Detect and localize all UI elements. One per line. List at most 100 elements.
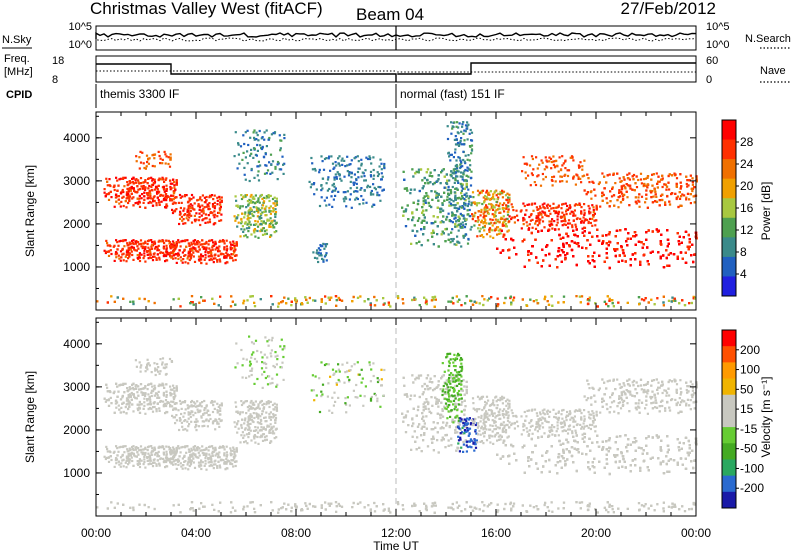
range-cell — [322, 168, 326, 171]
range-cell — [665, 188, 668, 191]
range-cell — [625, 240, 628, 243]
range-cell — [127, 183, 130, 186]
range-cell — [511, 239, 515, 242]
range-cell — [507, 201, 510, 204]
range-cell — [659, 194, 663, 197]
range-cell — [268, 225, 271, 228]
range-cell — [458, 196, 461, 199]
range-cell — [196, 240, 199, 243]
range-cell — [270, 210, 273, 213]
range-cell — [217, 250, 220, 253]
range-cell — [117, 195, 120, 198]
range-cell — [158, 239, 161, 242]
range-cell — [607, 233, 611, 236]
range-cell — [158, 258, 161, 261]
range-cell — [253, 210, 256, 214]
range-cell — [559, 254, 562, 257]
range-cell — [454, 148, 457, 151]
range-cell — [208, 255, 212, 258]
range-cell — [147, 246, 150, 249]
range-cell — [439, 182, 442, 185]
range-cell — [252, 206, 255, 209]
range-cell — [411, 211, 414, 214]
range-cell — [106, 184, 109, 187]
range-cell — [482, 236, 485, 239]
range-cell — [263, 172, 267, 175]
range-cell — [373, 203, 376, 206]
range-cell — [537, 174, 540, 177]
range-cell — [529, 219, 532, 222]
range-cell — [543, 226, 546, 229]
range-cell — [644, 201, 647, 204]
range-cell — [640, 195, 644, 198]
range-cell — [142, 201, 145, 204]
range-cell — [678, 235, 681, 238]
range-cell — [259, 222, 262, 226]
range-cell — [451, 185, 454, 189]
range-cell — [181, 219, 184, 222]
range-cell — [252, 131, 255, 134]
range-cell — [256, 149, 259, 152]
range-cell — [449, 204, 452, 207]
range-cell — [220, 219, 223, 222]
range-cell — [181, 251, 184, 254]
range-cell — [175, 244, 178, 247]
range-cell — [485, 233, 489, 236]
range-cell — [250, 167, 253, 171]
range-cell — [318, 168, 321, 171]
range-cell — [383, 167, 386, 170]
range-cell — [615, 229, 619, 232]
range-cell — [153, 178, 156, 181]
range-cell — [346, 164, 349, 167]
range-cell — [521, 240, 524, 243]
range-cell — [250, 169, 253, 172]
range-cell — [478, 230, 481, 233]
range-cell — [467, 213, 470, 216]
range-cell — [265, 195, 268, 198]
range-cell — [219, 239, 222, 242]
range-cell — [199, 243, 202, 246]
range-cell — [523, 162, 526, 165]
range-cell — [634, 182, 637, 185]
range-cell — [455, 171, 458, 174]
range-cell — [614, 235, 617, 238]
range-cell — [150, 176, 153, 179]
range-cell — [428, 174, 431, 177]
range-cell — [341, 157, 344, 160]
range-cell — [488, 193, 491, 196]
range-cell — [562, 245, 565, 248]
range-cell — [259, 164, 262, 167]
range-cell — [659, 242, 662, 245]
range-cell — [204, 221, 207, 224]
range-cell — [241, 158, 244, 161]
range-cell — [453, 243, 456, 246]
range-cell — [187, 242, 190, 245]
range-cell — [657, 251, 660, 254]
range-cell — [618, 254, 621, 257]
range-cell — [190, 214, 193, 217]
range-cell — [502, 233, 506, 236]
range-cell — [508, 256, 511, 259]
range-cell — [535, 156, 538, 159]
range-cell — [309, 186, 312, 189]
range-cell — [207, 205, 210, 208]
range-cell — [583, 226, 586, 229]
range-cell — [248, 201, 251, 204]
range-cell — [327, 176, 330, 179]
range-cell — [493, 206, 496, 209]
range-cell — [242, 134, 245, 137]
range-cell — [611, 186, 614, 189]
range-cell — [235, 241, 238, 244]
range-cell — [522, 219, 525, 222]
range-cell — [146, 182, 149, 185]
range-cell — [424, 201, 427, 204]
range-cell — [579, 161, 582, 164]
range-cell — [164, 260, 167, 263]
nsearch-label: N.Search — [745, 33, 791, 45]
range-cell — [659, 240, 662, 243]
range-cell — [168, 242, 171, 245]
range-cell — [358, 167, 361, 170]
range-cell — [144, 240, 147, 243]
range-cell — [465, 192, 468, 195]
range-cell — [484, 208, 487, 211]
